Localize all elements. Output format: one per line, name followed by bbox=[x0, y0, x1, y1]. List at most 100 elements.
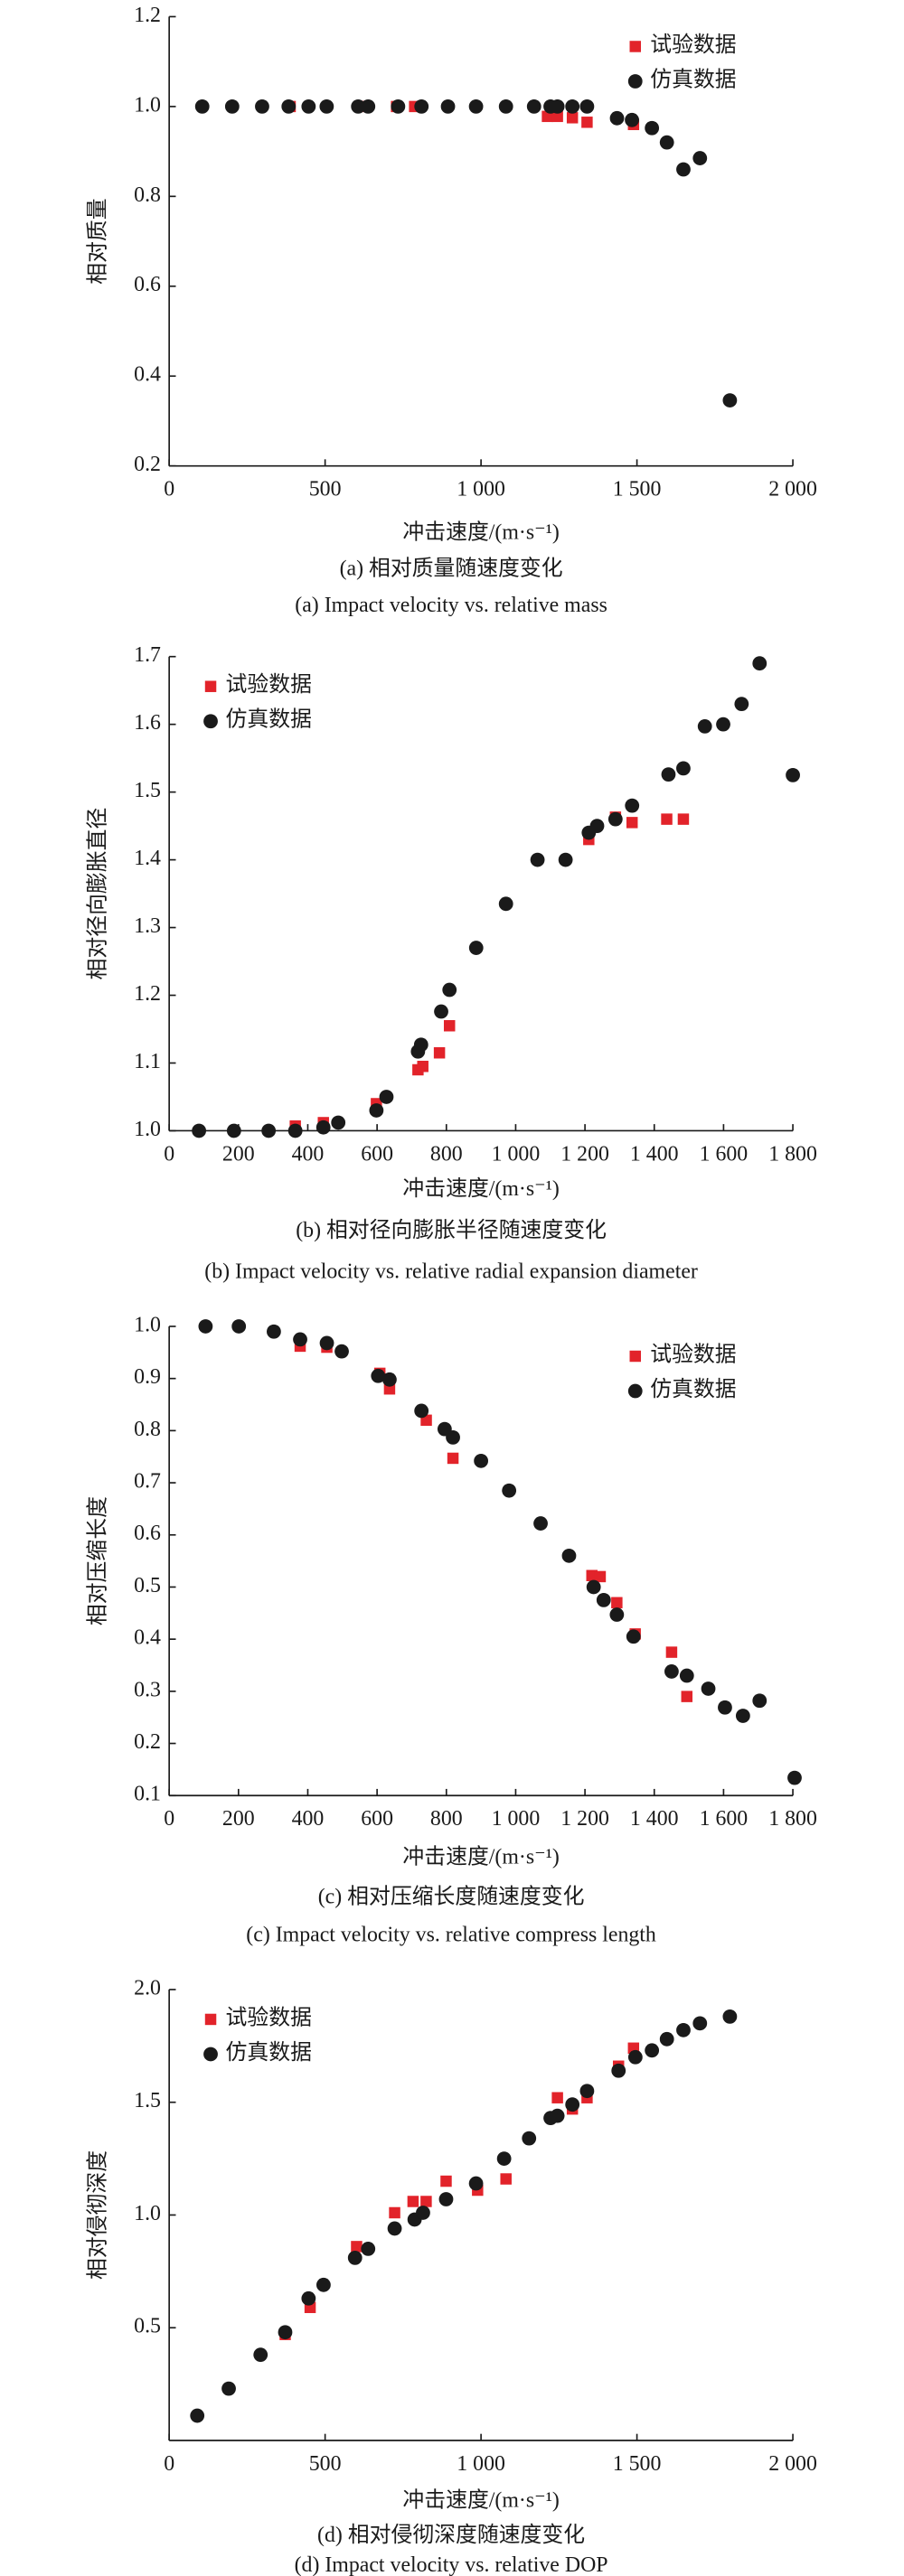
data-point bbox=[665, 1646, 678, 1658]
data-point bbox=[221, 2381, 236, 2396]
x-tick-label: 1 500 bbox=[613, 2452, 662, 2476]
data-point bbox=[438, 2192, 454, 2206]
data-point bbox=[331, 1115, 346, 1130]
legend-label: 仿真数据 bbox=[650, 67, 736, 91]
legend-label: 试验数据 bbox=[650, 1342, 736, 1366]
y-tick-label: 0.2 bbox=[134, 453, 161, 476]
data-point bbox=[645, 2043, 660, 2058]
data-point bbox=[752, 656, 767, 671]
x-tick-label: 0 bbox=[164, 478, 174, 501]
data-point bbox=[261, 1123, 277, 1138]
x-tick-label: 1 000 bbox=[457, 2452, 505, 2476]
data-point bbox=[287, 1123, 303, 1138]
y-tick-label: 0.9 bbox=[134, 1365, 161, 1389]
y-tick-label: 1.3 bbox=[134, 914, 161, 938]
data-point bbox=[440, 2175, 452, 2187]
data-point bbox=[387, 2221, 402, 2236]
legend-label: 仿真数据 bbox=[650, 1377, 736, 1401]
data-point bbox=[315, 1119, 331, 1135]
data-point bbox=[496, 2151, 512, 2166]
data-point bbox=[407, 2196, 419, 2207]
caption: (c) 相对压缩长度随速度变化 bbox=[318, 1884, 585, 1908]
y-tick-label: 0.7 bbox=[134, 1470, 161, 1494]
data-point bbox=[659, 135, 674, 150]
data-point bbox=[474, 1453, 489, 1468]
data-point bbox=[659, 2031, 674, 2047]
legend-marker bbox=[627, 74, 643, 89]
data-point bbox=[589, 819, 605, 834]
data-point bbox=[371, 1368, 386, 1383]
data-point bbox=[334, 1344, 349, 1359]
x-axis-label: 冲击速度/(m·s⁻¹) bbox=[402, 2487, 559, 2512]
data-point bbox=[627, 2049, 643, 2065]
data-point bbox=[609, 110, 625, 126]
x-tick-label: 0 bbox=[164, 1807, 174, 1831]
data-point bbox=[361, 98, 376, 114]
x-tick-label: 1 800 bbox=[768, 1807, 817, 1831]
data-point bbox=[626, 1629, 641, 1644]
data-point bbox=[316, 2277, 331, 2292]
data-point bbox=[231, 1319, 247, 1334]
data-point bbox=[611, 2063, 626, 2078]
data-point bbox=[190, 2408, 205, 2423]
data-point bbox=[676, 2022, 691, 2037]
data-point bbox=[566, 112, 579, 124]
data-point bbox=[722, 2009, 738, 2024]
data-point bbox=[550, 2108, 565, 2123]
y-tick-label: 1.4 bbox=[134, 847, 161, 870]
data-point bbox=[551, 110, 563, 123]
data-point bbox=[697, 719, 712, 734]
data-point bbox=[433, 1047, 446, 1059]
data-point bbox=[661, 767, 676, 782]
y-tick-label: 0.4 bbox=[134, 363, 161, 387]
data-point bbox=[447, 1452, 459, 1465]
data-point bbox=[676, 761, 691, 776]
y-tick-label: 1.1 bbox=[134, 1050, 161, 1073]
y-tick-label: 0.6 bbox=[134, 1522, 161, 1545]
data-point bbox=[500, 2173, 512, 2185]
y-tick-label: 0.6 bbox=[134, 273, 161, 296]
data-point bbox=[661, 813, 673, 825]
data-point bbox=[281, 98, 297, 114]
x-tick-label: 1 600 bbox=[700, 1807, 749, 1831]
data-point bbox=[565, 2097, 580, 2112]
data-point bbox=[413, 1037, 428, 1053]
data-point bbox=[389, 2206, 400, 2219]
x-tick-label: 400 bbox=[292, 1142, 325, 1166]
x-tick-label: 1 400 bbox=[630, 1142, 679, 1166]
data-point bbox=[434, 1004, 448, 1019]
y-tick-label: 1.5 bbox=[134, 2089, 161, 2112]
data-point bbox=[734, 697, 749, 712]
data-point bbox=[679, 1668, 694, 1683]
data-point bbox=[420, 2196, 432, 2207]
y-axis-label: 相对质量 bbox=[86, 198, 110, 284]
caption-en: (c) Impact velocity vs. relative compres… bbox=[246, 1924, 656, 1947]
legend-marker bbox=[203, 2047, 218, 2062]
x-tick-label: 200 bbox=[222, 1142, 255, 1166]
data-point bbox=[194, 98, 210, 114]
x-tick-label: 0 bbox=[164, 2452, 174, 2476]
data-point bbox=[351, 98, 366, 114]
data-point bbox=[664, 1664, 679, 1679]
x-tick-label: 1 800 bbox=[768, 1142, 817, 1166]
x-tick-label: 2 000 bbox=[768, 478, 817, 501]
data-point bbox=[611, 1597, 623, 1609]
data-point bbox=[609, 1607, 625, 1622]
legend-marker bbox=[203, 714, 218, 729]
data-point bbox=[226, 1123, 241, 1138]
x-tick-label: 800 bbox=[430, 1142, 463, 1166]
caption-en: (b) Impact velocity vs. relative radial … bbox=[204, 1260, 698, 1284]
x-tick-label: 1 200 bbox=[560, 1807, 609, 1831]
data-point bbox=[645, 120, 660, 136]
y-tick-label: 0.8 bbox=[134, 183, 161, 207]
legend-marker bbox=[629, 41, 641, 52]
data-point bbox=[198, 1319, 213, 1334]
x-tick-label: 600 bbox=[361, 1142, 393, 1166]
data-point bbox=[581, 117, 593, 128]
y-tick-label: 0.3 bbox=[134, 1678, 161, 1701]
x-tick-label: 500 bbox=[309, 478, 342, 501]
legend-label: 试验数据 bbox=[650, 33, 736, 57]
x-tick-label: 1 600 bbox=[700, 1142, 749, 1166]
y-axis-label: 相对压缩长度 bbox=[86, 1496, 110, 1625]
data-point bbox=[692, 2016, 708, 2031]
